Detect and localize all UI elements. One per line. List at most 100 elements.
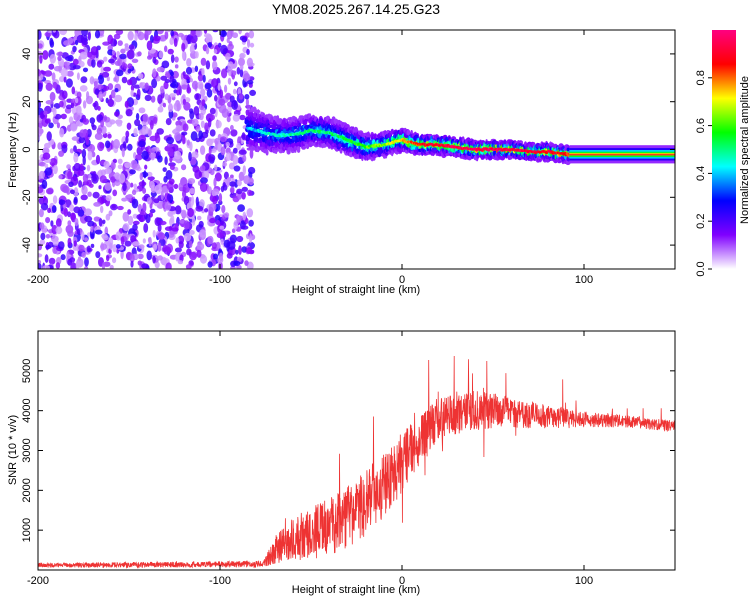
- heatmap-cell: [200, 57, 207, 66]
- heatmap-cell: [145, 213, 151, 224]
- heatmap-cell: [173, 183, 179, 190]
- heatmap-cell: [262, 120, 266, 124]
- heatmap-cell: [251, 145, 255, 150]
- heatmap-cell: [233, 165, 241, 172]
- heatmap-cell: [249, 42, 255, 48]
- heatmap-cell: [232, 32, 239, 39]
- heatmap-cell: [178, 241, 184, 249]
- heatmap-cell: [170, 81, 179, 89]
- heatmap-cell: [241, 192, 246, 200]
- heatmap-cell: [258, 137, 263, 141]
- heatmap-cell: [130, 182, 134, 188]
- heatmap-cell: [199, 182, 208, 192]
- heatmap-cell: [45, 100, 54, 105]
- heatmap-cell: [108, 210, 113, 217]
- heatmap-cell: [157, 242, 162, 252]
- heatmap-cell: [52, 195, 58, 204]
- heatmap-cell: [182, 94, 186, 100]
- heatmap-cell: [59, 127, 65, 138]
- heatmap-cell: [209, 217, 216, 224]
- heatmap-cell: [165, 118, 172, 126]
- heatmap-cell: [203, 30, 208, 35]
- heatmap-cell: [142, 187, 147, 194]
- heatmap-cell: [237, 204, 246, 212]
- heatmap-cell: [196, 242, 205, 251]
- heatmap-cell: [82, 173, 89, 183]
- heatmap-cell: [152, 230, 156, 238]
- heatmap-cell: [238, 245, 242, 255]
- heatmap-cell: [194, 51, 199, 59]
- heatmap-cell: [130, 84, 135, 92]
- heatmap-cell: [236, 235, 244, 243]
- heatmap-cell: [137, 73, 144, 80]
- heatmap-cell: [186, 139, 190, 146]
- heatmap-cell: [49, 54, 56, 64]
- heatmap-cell: [183, 232, 192, 242]
- heatmap-cell: [205, 46, 210, 55]
- heatmap-cell: [228, 162, 235, 170]
- heatmap-cell: [277, 118, 283, 124]
- heatmap-cell: [170, 30, 175, 37]
- colorbar-ticks: 0.0 0.2 0.4 0.6 0.8: [695, 70, 712, 277]
- heatmap-cell: [207, 261, 213, 268]
- heatmap-cell: [121, 76, 128, 84]
- heatmap-cell: [144, 30, 152, 36]
- heatmap-cell: [189, 78, 193, 83]
- heatmap-cell: [72, 65, 81, 70]
- heatmap-cell: [189, 230, 195, 235]
- heatmap-cell: [124, 240, 132, 247]
- heatmap-cell: [38, 208, 44, 218]
- heatmap-cell: [44, 142, 51, 149]
- heatmap-cell: [100, 205, 104, 214]
- heatmap-cell: [42, 50, 49, 60]
- heatmap-cell: [122, 223, 130, 232]
- heatmap-cell: [238, 93, 244, 100]
- heatmap-cell: [117, 158, 123, 164]
- heatmap-cell: [167, 48, 174, 55]
- heatmap-cell: [85, 136, 90, 146]
- heatmap-cell: [117, 164, 123, 170]
- heatmap-cell: [152, 255, 156, 264]
- x-tick-label: -200: [27, 575, 49, 587]
- heatmap-cell: [238, 171, 245, 181]
- heatmap-cell: [129, 169, 136, 175]
- heatmap-cell: [52, 240, 60, 246]
- heatmap-cell: [181, 50, 186, 61]
- heatmap-cell: [213, 49, 218, 54]
- heatmap-cell: [163, 176, 168, 183]
- heatmap-cell: [148, 236, 152, 247]
- heatmap-cell: [147, 55, 152, 60]
- heatmap-y-ticks: -40 -20 0 20 40: [21, 48, 675, 253]
- heatmap-cell: [86, 164, 91, 172]
- heatmap-cell: [227, 43, 234, 50]
- heatmap-cell: [238, 30, 242, 35]
- heatmap-cell: [224, 212, 230, 218]
- heatmap-cell: [82, 100, 87, 109]
- heatmap-cell: [71, 86, 76, 95]
- heatmap-cell: [111, 49, 115, 56]
- heatmap-cell: [199, 229, 206, 238]
- heatmap-cell: [105, 140, 111, 149]
- heatmap-cell: [66, 70, 74, 77]
- heatmap-cell: [100, 120, 105, 128]
- heatmap-cell: [158, 50, 164, 59]
- heatmap-cell: [43, 110, 48, 116]
- heatmap-cell: [61, 90, 68, 99]
- heatmap-cell: [225, 152, 232, 162]
- heatmap-cell: [149, 120, 154, 130]
- heatmap-cell: [276, 123, 282, 128]
- heatmap-cell: [203, 169, 210, 180]
- heatmap-cell: [66, 251, 70, 260]
- heatmap-cell: [249, 233, 253, 244]
- heatmap-cell: [82, 40, 88, 46]
- heatmap-cell: [82, 155, 86, 166]
- heatmap-cell: [233, 260, 241, 267]
- heatmap-cell: [142, 202, 147, 213]
- heatmap-cell: [211, 242, 217, 250]
- heatmap-cell: [110, 203, 118, 211]
- heatmap-cell: [131, 189, 137, 196]
- heatmap-cell: [153, 116, 158, 125]
- heatmap-cell: [49, 91, 56, 102]
- heatmap-cell: [214, 95, 218, 102]
- heatmap-cell: [247, 189, 253, 196]
